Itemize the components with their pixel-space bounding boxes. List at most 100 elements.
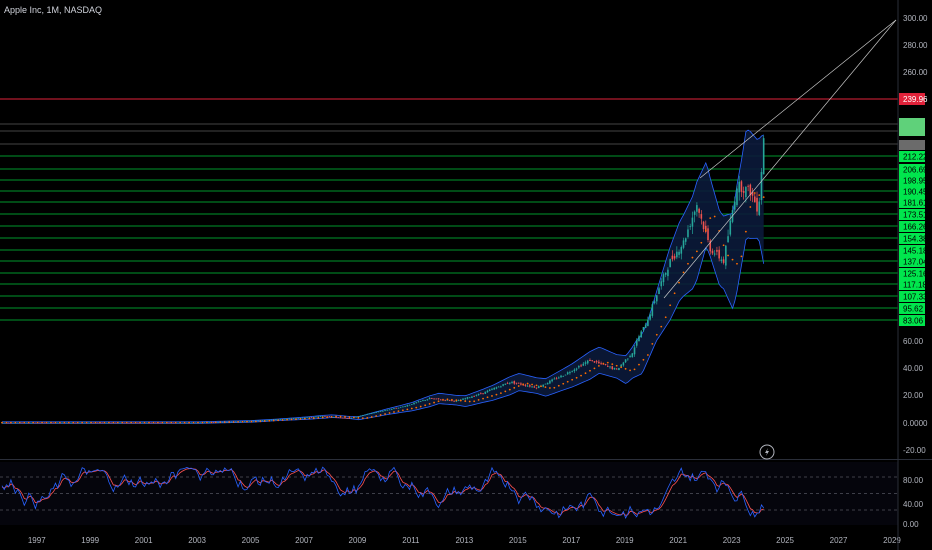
candle-body	[500, 386, 502, 388]
candle-body	[261, 420, 264, 421]
candle-body	[437, 398, 440, 400]
candle-body	[504, 383, 507, 385]
ema-dot	[687, 262, 689, 265]
candle-body	[520, 383, 522, 385]
candle-body	[34, 422, 37, 424]
lightning-icon[interactable]	[759, 444, 775, 460]
candle-body	[92, 422, 95, 424]
osc-tick-label: 0.00	[903, 520, 919, 529]
price-tick-label: 60.00	[903, 337, 924, 346]
level-label-box	[899, 118, 925, 136]
candle-body	[722, 259, 725, 263]
ema-dot	[214, 421, 217, 424]
candle-body	[366, 413, 369, 415]
candle-body	[742, 191, 745, 193]
candle-body	[386, 409, 389, 411]
price-axis: 300.00 280.00 260.00 60.00 40.00 20.00 0.0000 -…	[903, 14, 928, 455]
candle-body	[696, 205, 698, 212]
candle-body	[669, 259, 671, 268]
time-tick-label: 2009	[349, 536, 367, 545]
candle-body	[531, 386, 533, 388]
ema-dot	[464, 400, 467, 402]
ema-dot	[27, 421, 30, 424]
ema-dot	[758, 194, 761, 196]
candle-body	[368, 413, 371, 415]
ema-dot	[624, 367, 627, 370]
candle-body	[702, 221, 705, 230]
ema-dot	[303, 417, 306, 420]
time-tick-label: 2003	[188, 536, 206, 545]
candle-body	[557, 377, 560, 379]
ema-dot	[401, 409, 404, 412]
candle-body	[716, 250, 718, 252]
ema-dot	[1, 421, 3, 424]
candle-body	[760, 172, 763, 201]
candle-body	[301, 417, 304, 419]
candle-body	[753, 196, 756, 203]
ema-dot	[63, 421, 66, 424]
candle-body	[217, 421, 219, 423]
candle-body	[720, 259, 723, 262]
ema-dot	[584, 372, 587, 375]
candle-body	[649, 314, 651, 320]
candle-body	[562, 375, 565, 377]
ema-dot	[134, 421, 137, 424]
time-tick-label: 1999	[81, 536, 99, 545]
candle-body	[388, 409, 391, 411]
ema-dot	[76, 421, 79, 424]
candle-body	[704, 225, 707, 233]
level-label-box	[899, 291, 925, 302]
candle-body	[284, 418, 286, 420]
candle-body	[660, 281, 663, 287]
candle-body	[473, 396, 475, 397]
ema-dot	[206, 421, 208, 424]
ema-dot	[660, 325, 663, 328]
candle-body	[551, 379, 553, 382]
candle-body	[399, 406, 402, 408]
candle-body	[495, 387, 498, 389]
ema-dot	[90, 421, 92, 424]
ema-dot	[709, 217, 712, 220]
ema-dot	[281, 419, 284, 421]
candle-body	[52, 422, 55, 424]
ema-dot	[384, 413, 386, 415]
ema-dot	[744, 230, 747, 233]
candle-body	[137, 422, 139, 424]
level-label: 206.69	[903, 166, 928, 175]
candle-body	[560, 375, 562, 378]
candle-body	[566, 372, 569, 375]
candle-body	[684, 238, 687, 242]
trend-lines[interactable]	[663, 19, 897, 299]
candle-body	[355, 416, 357, 418]
level-label-box	[899, 151, 925, 162]
price-tick-label: 300.00	[903, 14, 928, 23]
candle-body	[611, 366, 614, 369]
candle-body	[61, 422, 63, 424]
ema-dot	[125, 421, 128, 424]
ema-dot	[646, 354, 649, 356]
time-tick-label: 2001	[135, 536, 153, 545]
ema-dot	[615, 364, 618, 367]
ema-dot	[317, 416, 320, 419]
candle-body	[700, 214, 703, 219]
candle-body	[105, 422, 108, 424]
ema-dot	[571, 378, 574, 381]
candle-body	[275, 419, 277, 421]
candle-body	[578, 366, 580, 368]
ema-dot	[397, 410, 400, 413]
ema-dot	[290, 418, 293, 421]
ema-dot	[366, 417, 369, 419]
candle-body	[328, 416, 331, 418]
candle-body	[480, 393, 482, 395]
ema-dot	[540, 385, 542, 388]
candle-body	[502, 384, 504, 386]
candle-body	[101, 422, 104, 424]
level-label: 137.04	[903, 258, 928, 267]
time-tick-label: 2019	[616, 536, 634, 545]
ema-dot	[731, 258, 734, 261]
candle-body	[159, 422, 161, 424]
ema-dot	[504, 390, 507, 393]
ema-dot	[544, 386, 547, 389]
candle-body	[678, 251, 680, 255]
